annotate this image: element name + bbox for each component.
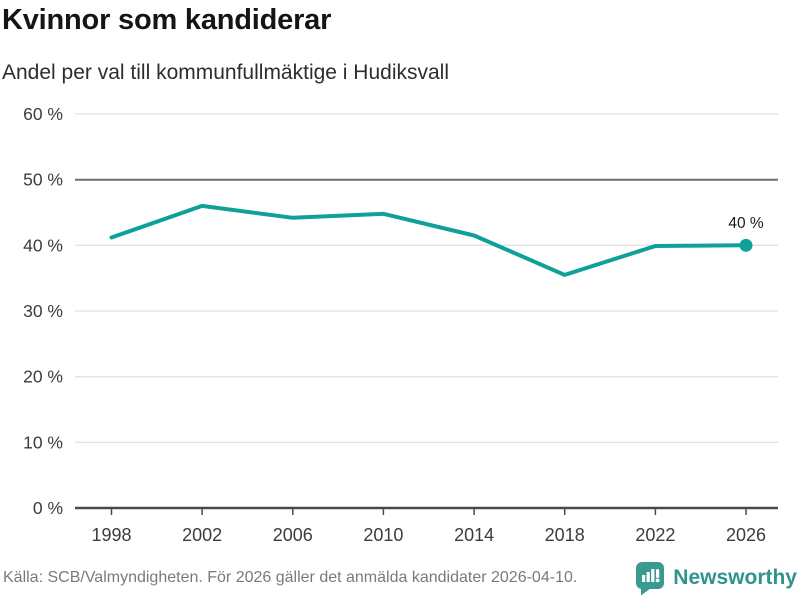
brand-name: Newsworthy xyxy=(673,566,797,589)
y-tick-label-10: 10 % xyxy=(23,432,63,452)
newsworthy-logo-icon xyxy=(636,561,665,595)
chart-title: Kvinnor som kandiderar xyxy=(2,4,332,36)
y-tick-label-50: 50 % xyxy=(23,170,63,190)
y-tick-label-0: 0 % xyxy=(33,498,63,518)
chart-subtitle: Andel per val till kommunfullmäktige i H… xyxy=(2,61,450,84)
data-line xyxy=(109,203,748,277)
y-tick-label-60: 60 % xyxy=(23,104,63,124)
x-tick-label-2018: 2018 xyxy=(545,525,585,545)
y-tick-label-40: 40 % xyxy=(23,235,63,255)
x-tick-label-2006: 2006 xyxy=(273,525,313,545)
end-point-dot xyxy=(739,238,753,252)
x-tick-label-2022: 2022 xyxy=(635,525,675,545)
source-text: Källa: SCB/Valmyndigheten. För 2026 gäll… xyxy=(3,569,578,586)
y-tick-label-30: 30 % xyxy=(23,301,63,321)
x-tick-label-2014: 2014 xyxy=(454,525,494,545)
x-tick-label-2026: 2026 xyxy=(726,525,766,545)
x-tick-label-1998: 1998 xyxy=(91,525,131,545)
end-value-label: 40 % xyxy=(728,215,764,232)
x-tick-label-2002: 2002 xyxy=(182,525,222,545)
x-tick-label-2010: 2010 xyxy=(363,525,403,545)
newsworthy-brand-link[interactable]: Newsworthy xyxy=(635,561,797,596)
y-tick-label-20: 20 % xyxy=(23,367,63,387)
chart-footer: Källa: SCB/Valmyndigheten. För 2026 gäll… xyxy=(3,559,797,597)
